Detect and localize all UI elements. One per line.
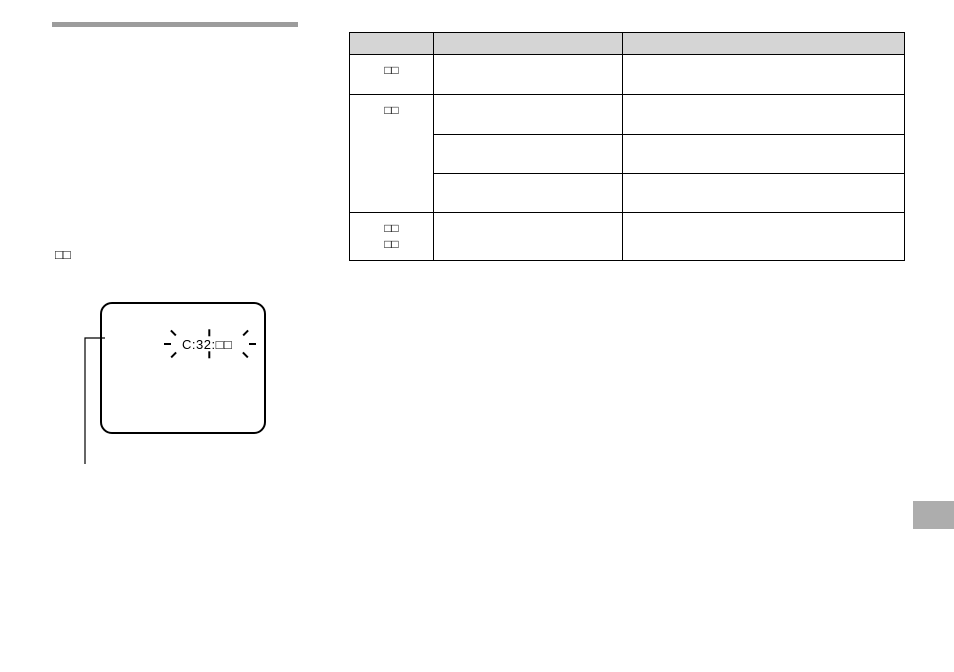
table-header-row <box>350 33 905 55</box>
flash-code-text: C:32:□□ <box>182 337 232 352</box>
table-row <box>350 135 905 174</box>
table-row: □□□□ <box>350 213 905 261</box>
code-cell: □□ <box>380 95 403 125</box>
table-row: □□ <box>350 95 905 135</box>
table-row <box>350 174 905 213</box>
device-display: C:32:□□ <box>100 302 266 434</box>
flashing-indicator: C:32:□□ <box>164 328 256 364</box>
section-rule <box>52 22 298 27</box>
pointer-line <box>82 336 112 466</box>
table-row: □□ <box>350 55 905 95</box>
code-cell: □□□□ <box>380 213 403 260</box>
diagnostic-table: □□ □□ □□□□ <box>349 32 905 261</box>
page-edge-tab <box>913 501 954 529</box>
code-label: □□ <box>55 247 71 262</box>
code-cell: □□ <box>380 55 403 85</box>
